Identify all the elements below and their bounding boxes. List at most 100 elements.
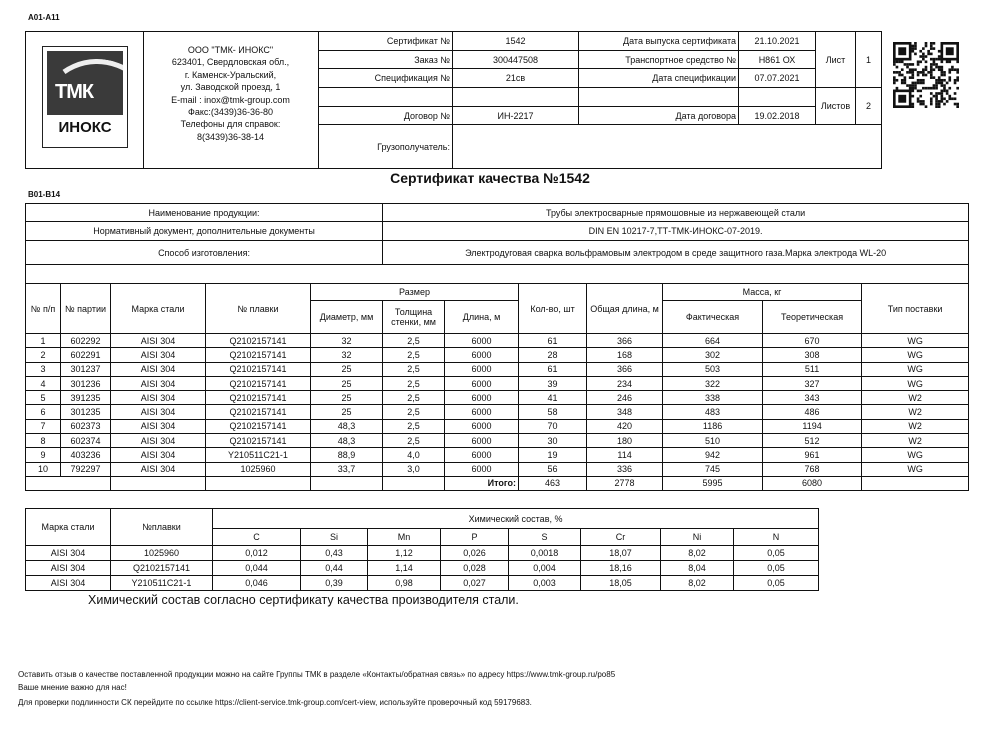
- empty-cell: [578, 87, 739, 107]
- sheets-number: 2: [855, 87, 882, 126]
- chem-cell: AISI 304: [25, 575, 111, 591]
- table-row: 2 602291 AISI 304 Q2102157141 32 2,5 6000 28 168…: [25, 347, 970, 363]
- company-line: г. Каменск-Уральский,: [184, 69, 277, 80]
- col-qty: Кол-во, шт: [518, 283, 588, 334]
- table-cell: 3: [25, 361, 61, 377]
- table-cell: 5: [25, 390, 61, 406]
- chem-cell: 18,07: [580, 545, 661, 561]
- table-cell: 602373: [60, 418, 111, 435]
- table-cell: 510: [662, 433, 764, 449]
- chem-cell: 0,05: [732, 575, 820, 591]
- table-cell: 301237: [60, 361, 111, 377]
- product-name-label: Наименование продукции:: [24, 203, 384, 222]
- sheet-number: 1: [855, 30, 882, 89]
- chem-cell: 0,98: [367, 575, 441, 591]
- col-delivery: Тип поставки: [861, 283, 970, 334]
- table-cell: 2,5: [382, 418, 446, 435]
- table-cell: 302: [662, 347, 764, 363]
- spec-number: 21св: [452, 68, 579, 89]
- chem-cell: 1025960: [110, 545, 213, 561]
- company-line: Телефоны для справок:: [180, 119, 281, 130]
- section-label-main: B01-B14: [28, 190, 61, 199]
- table-cell: 2,5: [382, 433, 446, 449]
- chem-row: AISI 304 Y210511C21-1 0,046 0,39 0,98 0,027 0,…: [25, 575, 820, 591]
- col-num: № п/п: [25, 283, 61, 334]
- table-cell: 10: [25, 461, 61, 477]
- table-cell: 4: [25, 375, 61, 392]
- company-address: ООО "ТМК- ИНОКС" 623401, Свердловская обл…: [143, 44, 318, 143]
- company-cell: [143, 31, 319, 169]
- table-cell: Q2102157141: [205, 404, 311, 420]
- table-cell: AISI 304: [110, 418, 206, 435]
- table-row: 10 792297 AISI 304 1025960 33,7 3,0 6000 56 336 7…: [25, 461, 970, 477]
- table-cell: W2: [861, 404, 970, 420]
- col-total-length: Общая длина, м: [586, 283, 664, 334]
- table-cell: 180: [586, 433, 664, 449]
- table-cell: 308: [762, 347, 863, 363]
- footer-opinion: Ваше мнение важно для нас!: [18, 683, 127, 692]
- chem-cell: 0,026: [440, 545, 509, 561]
- contract-label: Договор №: [318, 105, 453, 126]
- empty-cell: [452, 87, 579, 107]
- empty-row: [24, 264, 970, 284]
- table-cell: 486: [762, 404, 863, 420]
- chem-element-n: N: [732, 528, 820, 546]
- certificate-number: 1542: [452, 31, 579, 51]
- table-row: 8 602374 AISI 304 Q2102157141 48,3 2,5 6000 30 1…: [25, 433, 970, 449]
- col-wall: Толщина стенки, мм: [382, 300, 446, 334]
- table-cell: Q2102157141: [205, 418, 311, 435]
- empty-cell: [205, 475, 311, 491]
- total-actual: 5995: [662, 475, 764, 491]
- table-cell: 48,3: [309, 433, 384, 449]
- table-cell: 391235: [60, 390, 111, 406]
- table-cell: 745: [662, 461, 764, 477]
- table-cell: 58: [518, 404, 588, 420]
- chemical-composition-table: Марка стали №плавки Химический состав, %…: [25, 508, 820, 591]
- chem-cell: 0,044: [212, 560, 301, 576]
- chem-cell: 0,0018: [508, 545, 581, 561]
- table-cell: 942: [662, 447, 764, 463]
- consignee-value: [452, 124, 882, 169]
- table-cell: WG: [861, 461, 970, 477]
- spec-label: Спецификация №: [318, 68, 453, 89]
- table-cell: 511: [762, 361, 863, 377]
- footer-verify: Для проверки подлинности СК перейдите по…: [18, 698, 532, 707]
- contract-date: 19.02.2018: [738, 105, 816, 126]
- product-name: Трубы электросварные прямошовные из нерж…: [382, 203, 970, 222]
- chem-cell: Y210511C21-1: [110, 575, 213, 591]
- table-cell: 168: [586, 347, 664, 363]
- table-cell: WG: [861, 375, 970, 392]
- chem-title: Химический состав, %: [211, 508, 820, 529]
- table-cell: 234: [586, 375, 664, 392]
- table-cell: Q2102157141: [205, 361, 311, 377]
- table-cell: Q2102157141: [205, 390, 311, 406]
- issue-date-label: Дата выпуска сертификата: [578, 31, 739, 51]
- table-cell: 1: [25, 332, 61, 349]
- chem-cell: AISI 304: [25, 560, 111, 576]
- qr-code-icon: [893, 42, 959, 108]
- col-size: Размер: [309, 283, 520, 301]
- chem-cell: 1,14: [367, 560, 441, 576]
- chem-col-grade: Марка стали: [25, 508, 111, 546]
- table-cell: 420: [586, 418, 664, 435]
- spec-date-label: Дата спецификации: [578, 68, 739, 89]
- chem-cell: 0,004: [508, 560, 581, 576]
- table-cell: 114: [586, 447, 664, 463]
- table-cell: 961: [762, 447, 863, 463]
- table-cell: 2: [25, 347, 61, 363]
- table-cell: 2,5: [382, 375, 446, 392]
- table-cell: 6: [25, 404, 61, 420]
- chem-cell: 8,02: [660, 575, 734, 591]
- table-cell: AISI 304: [110, 332, 206, 349]
- normative-docs: DIN EN 10217-7,ТТ-ТМК-ИНОКС-07-2019.: [382, 221, 970, 241]
- chem-cell: 0,05: [732, 560, 820, 576]
- company-line: 8(3439)36-38-14: [196, 131, 265, 142]
- logo-brand: ТМК: [55, 81, 94, 103]
- chem-element-p: P: [440, 528, 509, 546]
- chem-row: AISI 304 1025960 0,012 0,43 1,12 0,026 0,0018 1…: [25, 545, 820, 561]
- table-cell: AISI 304: [110, 404, 206, 420]
- table-row: 5 391235 AISI 304 Q2102157141 25 2,5 6000 41 246…: [25, 390, 970, 406]
- table-cell: 32: [309, 332, 384, 349]
- table-cell: 61: [518, 332, 588, 349]
- empty-cell: [110, 475, 206, 491]
